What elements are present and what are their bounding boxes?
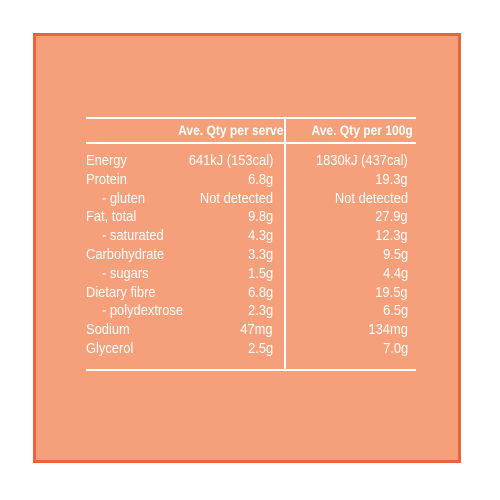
nutrient-label: Energy bbox=[86, 152, 127, 169]
per-serve-value: 641kJ (153cal) bbox=[188, 152, 273, 169]
per-100g-value: 19.5g bbox=[375, 283, 408, 301]
per-100g-value: Not detected bbox=[334, 189, 408, 207]
nutrient-row: Carbohydrate 3.3g 9.5g bbox=[86, 247, 416, 263]
per-serve-value: 1.5g bbox=[247, 264, 273, 282]
nutrient-row: Glycerol 2.5g 7.0g bbox=[86, 341, 416, 357]
nutrient-label: Fat, total bbox=[86, 208, 137, 226]
header-per-serve: Ave. Qty per serve bbox=[177, 122, 283, 138]
per-100g-value: 7.0g bbox=[382, 340, 408, 357]
nutrition-table: Ave. Qty per serve Ave. Qty per 100g Ene… bbox=[86, 117, 416, 371]
nutrient-row: Energy 641kJ (153cal) 1830kJ (437cal) bbox=[86, 153, 416, 169]
per-serve-value: 47mg bbox=[240, 321, 273, 339]
nutrient-row: - sugars 1.5g 4.4g bbox=[86, 264, 416, 282]
nutrient-label: Protein bbox=[86, 170, 127, 188]
nutrient-row: Fat, total 9.8g 27.9g bbox=[86, 209, 416, 225]
nutrient-row: Dietary fibre 6.8g 19.5g bbox=[86, 283, 416, 301]
per-100g-value: 27.9g bbox=[375, 208, 408, 226]
per-100g-value: 134mg bbox=[368, 321, 408, 339]
nutrient-label: - polydextrose bbox=[102, 302, 184, 320]
per-100g-value: 19.3g bbox=[375, 170, 408, 188]
per-100g-value: 4.4g bbox=[382, 264, 408, 282]
per-serve-value: 4.3g bbox=[247, 227, 273, 245]
header-rule bbox=[86, 142, 416, 144]
per-100g-value: 6.5g bbox=[382, 302, 408, 320]
per-100g-value: 12.3g bbox=[375, 227, 408, 245]
column-divider bbox=[284, 117, 286, 371]
per-serve-value: 6.8g bbox=[247, 283, 273, 301]
nutrient-label: Sodium bbox=[86, 321, 130, 339]
per-serve-value: 6.8g bbox=[247, 170, 273, 188]
bottom-rule bbox=[86, 369, 416, 371]
nutrient-row: Sodium 47mg 134mg bbox=[86, 322, 416, 338]
per-100g-value: 9.5g bbox=[382, 246, 408, 263]
per-serve-value: 9.8g bbox=[247, 208, 273, 226]
per-100g-value: 1830kJ (437cal) bbox=[316, 152, 408, 169]
nutrient-row: - polydextrose 2.3g 6.5g bbox=[86, 303, 416, 319]
per-serve-value: 2.3g bbox=[247, 302, 273, 320]
per-serve-value: Not detected bbox=[199, 189, 273, 207]
nutrition-panel bbox=[33, 33, 461, 463]
top-rule bbox=[86, 117, 416, 119]
nutrient-label: - sugars bbox=[102, 264, 149, 282]
nutrient-label: - saturated bbox=[102, 227, 164, 245]
nutrient-label: Glycerol bbox=[86, 340, 134, 357]
nutrient-label: Carbohydrate bbox=[86, 246, 165, 263]
per-serve-value: 2.5g bbox=[247, 340, 273, 357]
header-per-100g: Ave. Qty per 100g bbox=[311, 122, 413, 138]
nutrient-row: - saturated 4.3g 12.3g bbox=[86, 228, 416, 244]
nutrient-row: Protein 6.8g 19.3g bbox=[86, 170, 416, 188]
nutrient-label: - gluten bbox=[102, 189, 146, 207]
nutrient-label: Dietary fibre bbox=[86, 283, 156, 301]
per-serve-value: 3.3g bbox=[247, 246, 273, 263]
nutrient-row: - gluten Not detected Not detected bbox=[86, 189, 416, 207]
